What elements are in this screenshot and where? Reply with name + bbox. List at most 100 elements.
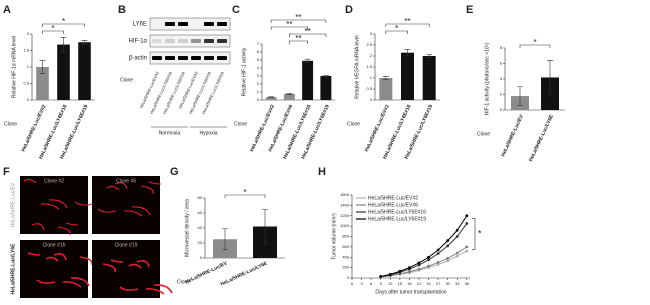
y-axis-label: Relative HIF-1α mRNA level bbox=[11, 36, 17, 98]
y-tick-label: 3 bbox=[370, 31, 373, 36]
blot-band bbox=[165, 22, 175, 26]
x-tick-label: 24 bbox=[426, 281, 431, 286]
y-tick-label: 6 bbox=[257, 49, 260, 54]
blot-band bbox=[152, 56, 162, 60]
clone-label: Clone #6 bbox=[116, 178, 136, 184]
significance-bracket bbox=[270, 19, 327, 23]
blot-band bbox=[217, 39, 227, 43]
y-tick-label: 2 bbox=[27, 31, 30, 36]
y-tick-label: 60 bbox=[198, 210, 203, 215]
x-tick-label: 9 bbox=[380, 281, 383, 286]
y-tick-label: 3 bbox=[257, 73, 260, 78]
y-tick-label: 40 bbox=[198, 225, 203, 230]
legend-label: HeLa/5HRE-Luc/EV#6 bbox=[368, 202, 418, 208]
data-point bbox=[417, 267, 421, 271]
significance-label: ** bbox=[286, 20, 292, 29]
y-tick-label: 0 bbox=[257, 97, 260, 102]
error-bar bbox=[404, 49, 411, 57]
y-axis-label: HIF-1 activity (photons/sec ×10⁵) bbox=[484, 42, 490, 115]
blot-row-label: β-actin bbox=[129, 56, 147, 62]
x-tick-label: 36 bbox=[465, 281, 470, 286]
significance-label: ** bbox=[305, 27, 311, 36]
blot-panel bbox=[149, 51, 231, 65]
group-label: Clone bbox=[347, 121, 360, 127]
series-line bbox=[380, 223, 468, 278]
clone-label: Clone #19 bbox=[115, 242, 138, 248]
x-tick-label: 12 bbox=[388, 281, 393, 286]
condition-label: Hypoxia bbox=[199, 130, 217, 136]
bar bbox=[320, 76, 332, 100]
data-point bbox=[446, 256, 450, 260]
data-point bbox=[436, 261, 440, 264]
data-point bbox=[408, 270, 411, 274]
panel-label: A bbox=[3, 4, 11, 16]
legend-label: HeLa/5HRE-Luc/LY6E#16 bbox=[368, 209, 426, 215]
x-tick-label: 27 bbox=[436, 281, 441, 286]
panel-label: E bbox=[466, 4, 473, 16]
x-tick-label: 0 bbox=[351, 281, 354, 286]
significance-bracket bbox=[42, 23, 85, 27]
y-axis-label: Relative HIF-1 activity bbox=[241, 47, 247, 96]
x-tick-label: 18 bbox=[407, 281, 412, 286]
y-tick-label: 1.5 bbox=[366, 64, 372, 69]
error-bar bbox=[517, 86, 523, 106]
x-tick-label: 21 bbox=[417, 281, 422, 286]
micrograph bbox=[20, 240, 88, 298]
bar bbox=[57, 44, 70, 100]
legend-label: HeLa/5HRE-Luc/EV#2 bbox=[368, 195, 418, 201]
error-bar bbox=[262, 208, 268, 245]
bar bbox=[379, 78, 393, 100]
blot-row-label: HIF-1α bbox=[129, 39, 148, 45]
y-tick-label: 0 bbox=[500, 107, 503, 112]
error-bar bbox=[382, 76, 389, 80]
significance-label: * bbox=[395, 24, 398, 33]
micrograph bbox=[92, 176, 160, 234]
data-point bbox=[398, 269, 402, 273]
series-line bbox=[380, 246, 468, 278]
error-bar bbox=[547, 60, 553, 95]
bar bbox=[265, 97, 277, 100]
microvessel bbox=[23, 178, 94, 236]
significance-bracket bbox=[472, 218, 476, 250]
y-tick-label: 6 bbox=[500, 61, 503, 66]
panel-label: H bbox=[318, 166, 326, 178]
y-tick-label: 1 bbox=[27, 64, 30, 69]
y-tick-label: 2 bbox=[500, 92, 503, 97]
data-point bbox=[465, 214, 469, 218]
panel-label: F bbox=[3, 166, 10, 178]
x-tick-label: 33 bbox=[455, 281, 460, 286]
significance-bracket bbox=[42, 30, 64, 34]
error-bar bbox=[222, 228, 228, 251]
group-label: Clone bbox=[177, 279, 190, 285]
blot-band bbox=[217, 22, 227, 26]
y-tick-label: 2 bbox=[257, 81, 260, 86]
y-tick-label: 1.5 bbox=[23, 48, 29, 53]
y-tick-label: 0.5 bbox=[366, 86, 372, 91]
significance-label: * bbox=[243, 188, 246, 197]
data-point bbox=[436, 248, 440, 252]
x-tick-label: 30 bbox=[445, 281, 450, 286]
bar bbox=[302, 60, 314, 100]
row-label: HeLa/5HRE-Luc/LY6E bbox=[10, 243, 16, 295]
significance-bracket bbox=[519, 44, 551, 48]
y-tick-label: 80 bbox=[198, 195, 203, 200]
data-point bbox=[408, 266, 411, 270]
y-tick-label: 600 bbox=[342, 244, 349, 249]
significance-bracket bbox=[385, 30, 408, 34]
y-tick-label: 0 bbox=[370, 97, 373, 102]
error-bar bbox=[81, 39, 88, 45]
blot-band bbox=[191, 39, 201, 43]
x-tick-label: HeLa/5HRE-Luc/EV bbox=[500, 113, 525, 157]
y-tick-label: 0 bbox=[200, 255, 203, 260]
data-point bbox=[436, 252, 440, 256]
error-bar bbox=[426, 53, 433, 59]
row-label: HeLa/5HRE-Luc/EV bbox=[10, 182, 16, 227]
microvessel bbox=[27, 252, 94, 288]
panel-label: G bbox=[170, 166, 179, 178]
x-tick-label: 3 bbox=[360, 281, 363, 286]
blot-band bbox=[165, 56, 175, 60]
y-tick-label: 8 bbox=[500, 45, 503, 50]
significance-bracket bbox=[385, 23, 430, 27]
panel-label: C bbox=[232, 4, 240, 16]
data-point bbox=[465, 222, 469, 225]
